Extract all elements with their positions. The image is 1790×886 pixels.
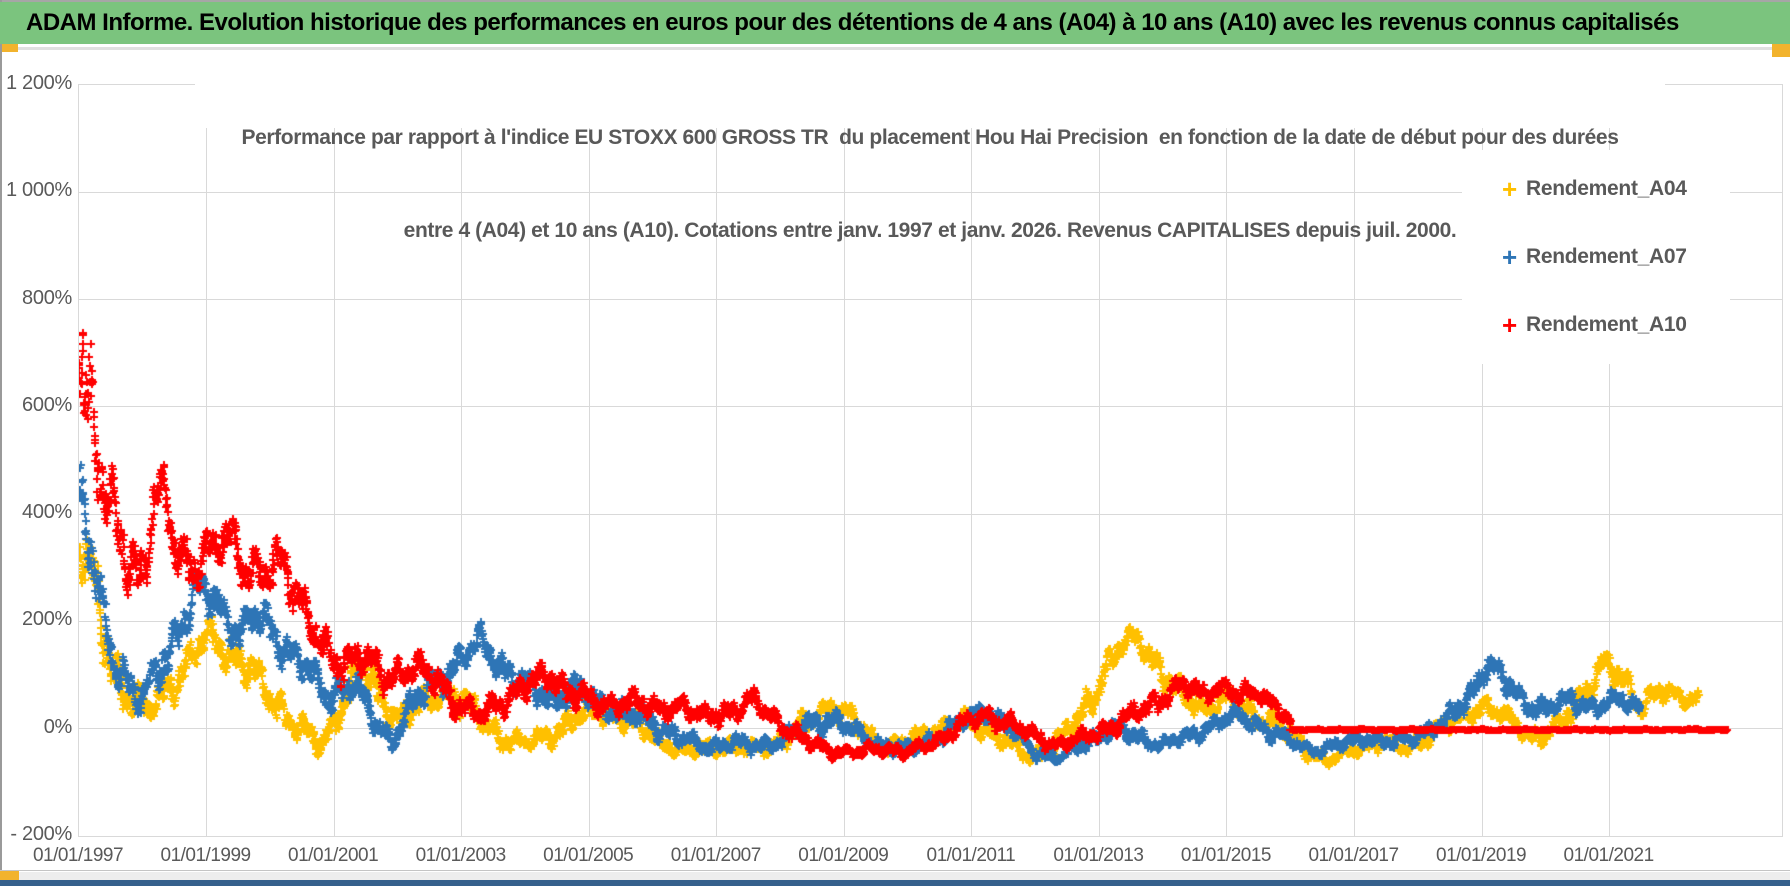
x-axis-label: 01/01/2001: [288, 845, 379, 866]
sheet-bottom-divider: [0, 870, 1790, 871]
window-top-border: [0, 0, 1790, 2]
x-axis-label: 01/01/2005: [543, 845, 634, 866]
x-axis-label: 01/01/2011: [926, 845, 1016, 866]
header-divider: [18, 47, 1772, 50]
x-axis-label: 01/01/2017: [1308, 845, 1399, 866]
y-axis-label: 400%: [22, 501, 72, 524]
chart-title-line1: Performance par rapport à l'indice EU ST…: [241, 126, 1619, 149]
chart-title-line2: entre 4 (A04) et 10 ans (A10). Cotations…: [403, 219, 1457, 242]
scrollbar-track[interactable]: [0, 872, 1790, 880]
x-axis-label: 01/01/1999: [160, 845, 252, 866]
right-accent-marker: [1772, 44, 1790, 57]
legend-label-a07: Rendement_A07: [1526, 245, 1687, 268]
y-axis-label: 0%: [43, 715, 73, 738]
x-axis-label: 01/01/2007: [670, 845, 762, 866]
legend-label-a04: Rendement_A04: [1526, 177, 1687, 200]
window-left-border: [0, 0, 2, 872]
y-axis-label: 200%: [22, 608, 72, 631]
y-axis-label: 1 000%: [5, 179, 72, 202]
report-header-banner: ADAM Informe. Evolution historique des p…: [0, 2, 1790, 44]
x-axis-label: 01/01/2013: [1053, 845, 1144, 866]
x-axis-label: 01/01/2019: [1436, 845, 1527, 866]
left-accent-marker: [2, 44, 18, 52]
report-title: ADAM Informe. Evolution historique des p…: [26, 9, 1679, 36]
x-axis-label: 01/01/2009: [798, 845, 889, 866]
plus-marker-icon: +: [1502, 310, 1518, 340]
y-axis-label: 600%: [22, 393, 72, 416]
window-bottom-bar: [0, 880, 1790, 886]
x-axis-label: 01/01/2015: [1180, 845, 1272, 866]
plus-marker-icon: +: [1502, 174, 1518, 204]
legend-item-a10[interactable]: + Rendement_A10: [1462, 308, 1730, 342]
legend-item-a04[interactable]: + Rendement_A04: [1462, 172, 1730, 206]
gridline-horizontal: [79, 835, 1782, 837]
y-axis-label: - 200%: [10, 823, 72, 845]
y-axis-label: 800%: [22, 286, 72, 309]
x-axis-label: 01/01/1997: [32, 845, 124, 866]
legend-label-a10: Rendement_A10: [1526, 313, 1687, 336]
chart-title: Performance par rapport à l'indice EU ST…: [195, 60, 1665, 242]
chart-legend: + Rendement_A04 + Rendement_A07 + Rendem…: [1462, 150, 1730, 364]
x-axis-label: 01/01/2021: [1563, 845, 1655, 866]
y-axis-label: 1 200%: [5, 72, 72, 94]
x-axis-label: 01/01/2003: [415, 845, 507, 866]
scroll-corner-accent: [0, 871, 19, 881]
plus-marker-icon: +: [1502, 242, 1518, 272]
legend-item-a07[interactable]: + Rendement_A07: [1462, 240, 1730, 274]
